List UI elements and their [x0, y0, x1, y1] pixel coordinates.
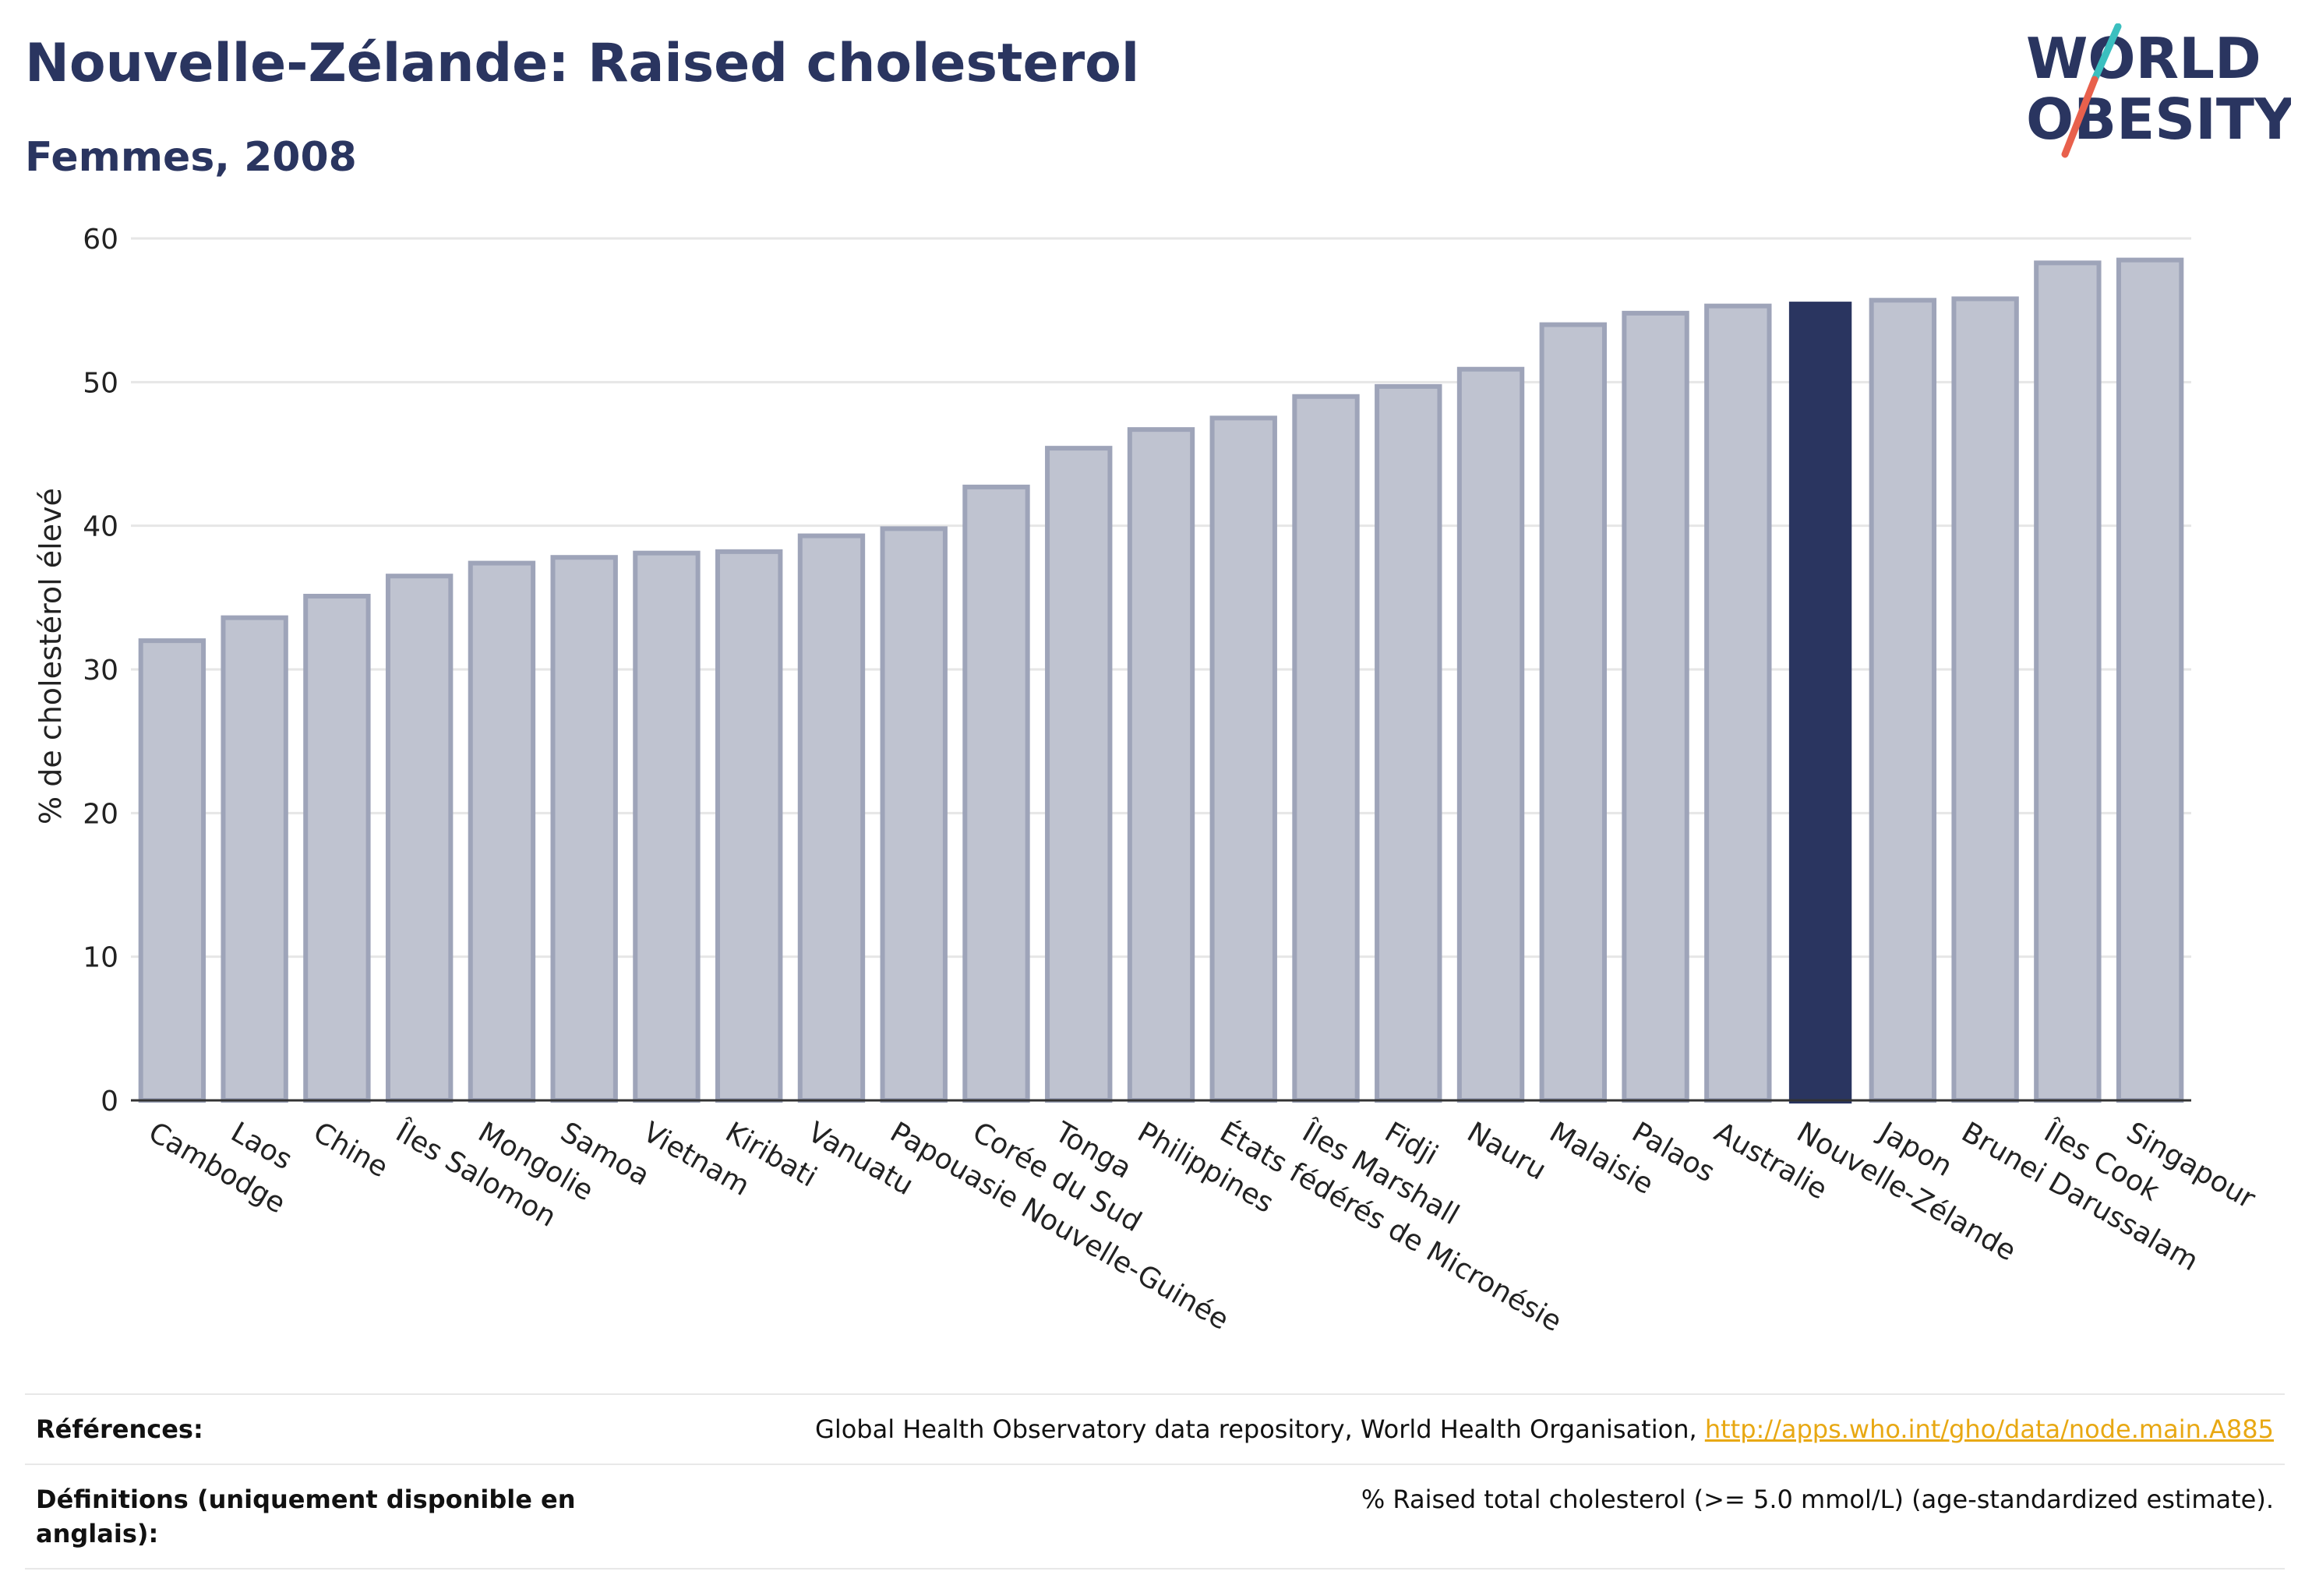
bar	[2116, 257, 2184, 1103]
bar	[1209, 415, 1277, 1103]
bar	[1869, 298, 1937, 1103]
bar	[797, 533, 866, 1103]
chart-subtitle: Femmes, 2008	[25, 134, 357, 181]
bar-highlight	[1788, 302, 1852, 1103]
y-tick-label: 10	[83, 942, 118, 974]
definitions-row: Définitions (uniquement disponible en an…	[25, 1464, 2285, 1570]
chart-title: Nouvelle-Zélande: Raised cholesterol	[25, 33, 1140, 94]
bar	[1127, 427, 1195, 1103]
y-tick-label: 50	[83, 367, 118, 399]
bar	[2034, 260, 2102, 1103]
y-tick-label: 60	[83, 224, 118, 256]
references-value: Global Health Observatory data repositor…	[581, 1412, 2274, 1446]
bar	[1622, 310, 1689, 1103]
bar	[138, 638, 206, 1103]
bar	[1292, 394, 1360, 1103]
logo-slash-teal	[2091, 23, 2122, 83]
bar	[1704, 303, 1772, 1103]
y-tick-label: 30	[83, 655, 118, 687]
references-table: Références: Global Health Observatory da…	[25, 1393, 2285, 1570]
bar	[550, 555, 618, 1103]
bar	[1456, 366, 1525, 1103]
logo-line1: WORLD	[2026, 26, 2261, 91]
references-label: Références:	[36, 1414, 203, 1444]
world-obesity-logo: WORLD OBESITY	[2026, 23, 2291, 158]
bar	[468, 560, 536, 1103]
bar	[880, 526, 948, 1103]
bar	[1375, 383, 1442, 1103]
bar	[1951, 296, 2019, 1103]
bar	[633, 550, 701, 1103]
bar	[1045, 446, 1113, 1103]
y-tick-label: 0	[101, 1086, 118, 1118]
logo-slash-coral	[2061, 76, 2099, 158]
y-tick-label: 20	[83, 798, 118, 830]
bar	[385, 574, 454, 1103]
x-tick-label: Nauru	[1462, 1116, 1551, 1186]
y-axis-label: % de cholestérol élevé	[34, 488, 68, 824]
references-link[interactable]: http://apps.who.int/gho/data/node.main.A…	[1704, 1414, 2274, 1444]
bar	[962, 484, 1030, 1103]
references-text: Global Health Observatory data repositor…	[815, 1414, 1705, 1444]
bar	[715, 549, 783, 1103]
references-row: Références: Global Health Observatory da…	[25, 1393, 2285, 1464]
bar	[1539, 322, 1607, 1103]
x-tick-label: Chine	[308, 1116, 394, 1184]
y-tick-label: 40	[83, 511, 118, 543]
definitions-label: Définitions (uniquement disponible en an…	[36, 1485, 576, 1548]
definitions-value: % Raised total cholesterol (>= 5.0 mmol/…	[1361, 1485, 2274, 1514]
bar	[303, 593, 371, 1103]
bar	[221, 615, 288, 1103]
bars-layer	[138, 257, 2184, 1103]
